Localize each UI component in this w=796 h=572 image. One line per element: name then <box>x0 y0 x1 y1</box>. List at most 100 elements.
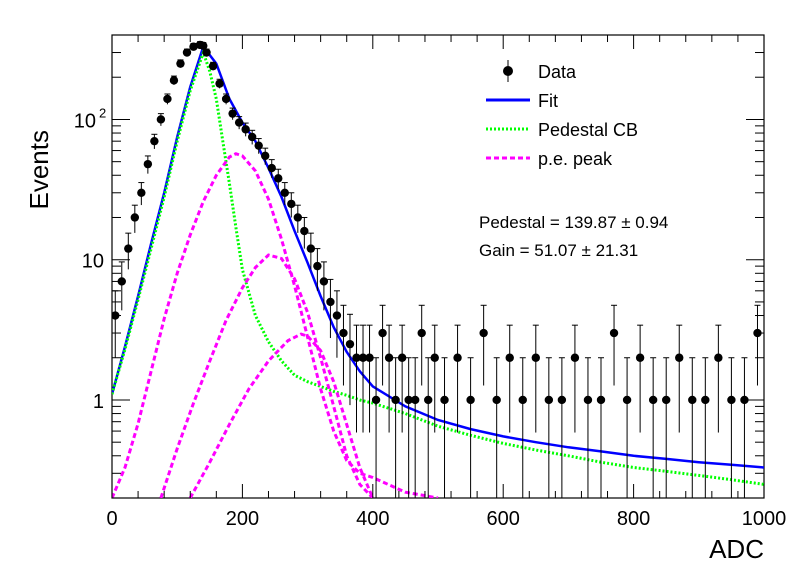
data-point <box>261 151 270 161</box>
data-point <box>714 353 723 362</box>
data-point <box>453 353 462 362</box>
x-tick-label: 600 <box>487 508 520 530</box>
x-tick-label: 400 <box>356 508 389 530</box>
data-point <box>247 132 257 142</box>
data-point <box>313 261 322 271</box>
legend-label: Data <box>538 62 577 82</box>
pedestal-cb-curve <box>112 47 764 486</box>
data-point <box>352 353 361 362</box>
legend-label: p.e. peak <box>538 149 613 169</box>
x-tick-label: 1000 <box>742 508 787 530</box>
legend-item: Fit <box>486 91 558 111</box>
legend: Data Fit Pedestal CB p.e. peak <box>486 60 638 169</box>
legend-item: Data <box>503 60 577 82</box>
x-tick-label: 800 <box>617 508 650 530</box>
pedestal-annotation: Pedestal = 139.87 ± 0.94 <box>479 213 668 232</box>
plot-area <box>112 40 764 498</box>
data-point <box>199 41 208 51</box>
data-point <box>117 277 126 286</box>
y-tick-label: 10 <box>82 251 104 273</box>
data-point <box>596 395 606 405</box>
data-point <box>241 125 250 134</box>
legend-marker <box>503 66 513 76</box>
fit-curve <box>112 44 764 469</box>
data-point <box>384 353 394 362</box>
data-point <box>557 395 567 405</box>
data-point <box>189 42 198 51</box>
data-point <box>404 395 413 405</box>
data-point <box>424 395 433 405</box>
data-point <box>505 353 514 362</box>
x-tick-label: 0 <box>106 508 117 530</box>
y-tick-label: 1 <box>93 391 104 413</box>
data-point <box>371 395 381 405</box>
data-point <box>221 94 231 104</box>
data-point <box>234 118 244 127</box>
data-point <box>345 339 355 349</box>
data-point <box>740 395 749 405</box>
data-point <box>727 395 736 405</box>
pe-peak-curve <box>159 253 374 498</box>
data-point <box>182 48 192 57</box>
series-layer <box>112 40 764 498</box>
data-point <box>300 226 309 236</box>
data-point <box>492 395 501 405</box>
data-point <box>391 395 400 405</box>
gain-annotation: Gain = 51.07 ± 21.31 <box>479 241 638 260</box>
data-point <box>267 163 276 173</box>
data-point <box>150 136 159 146</box>
data-point <box>466 395 475 405</box>
data-point <box>319 277 329 286</box>
data-point <box>365 353 374 362</box>
data-point <box>202 48 211 57</box>
data-point <box>254 141 263 150</box>
data-point <box>332 311 342 320</box>
data-point <box>440 395 449 405</box>
data-point <box>215 79 224 88</box>
data-point <box>417 328 426 338</box>
legend-label: Pedestal CB <box>538 120 638 140</box>
data-point <box>518 395 527 405</box>
data-point <box>293 213 303 222</box>
data-point <box>430 353 439 362</box>
legend-item: p.e. peak <box>486 149 613 169</box>
legend-label: Fit <box>538 91 558 111</box>
data-point <box>662 395 671 405</box>
data-point <box>397 353 407 362</box>
x-axis-label: ADC <box>709 534 764 564</box>
data-point <box>622 395 632 405</box>
data-point <box>130 213 140 222</box>
x-tick-label: 200 <box>226 508 259 530</box>
data-point <box>688 395 697 405</box>
y-axis-label: Events <box>24 130 54 210</box>
data-point <box>326 297 335 307</box>
data-point <box>531 353 540 362</box>
data-point <box>306 244 316 253</box>
data-point <box>274 174 283 183</box>
data-point <box>583 395 593 405</box>
data-point <box>287 199 296 209</box>
data-point <box>570 353 580 362</box>
data-point <box>176 59 185 68</box>
data-point <box>378 328 387 338</box>
data-point <box>648 395 658 405</box>
data-point <box>339 328 348 338</box>
data-point <box>635 353 645 362</box>
pe-peak-curve <box>112 152 439 498</box>
data-point <box>156 115 166 124</box>
y-tick-label: 10 <box>74 110 96 132</box>
data-point <box>479 328 488 338</box>
data-point <box>137 188 146 197</box>
data-point <box>358 353 368 362</box>
data-point <box>410 395 420 405</box>
data-point <box>701 395 710 405</box>
data-point <box>609 328 619 338</box>
data-point <box>675 353 684 362</box>
legend-item: Pedestal CB <box>486 120 638 140</box>
data-point <box>544 395 554 405</box>
y-tick-exponent: 2 <box>99 105 106 120</box>
data-point <box>169 76 179 85</box>
